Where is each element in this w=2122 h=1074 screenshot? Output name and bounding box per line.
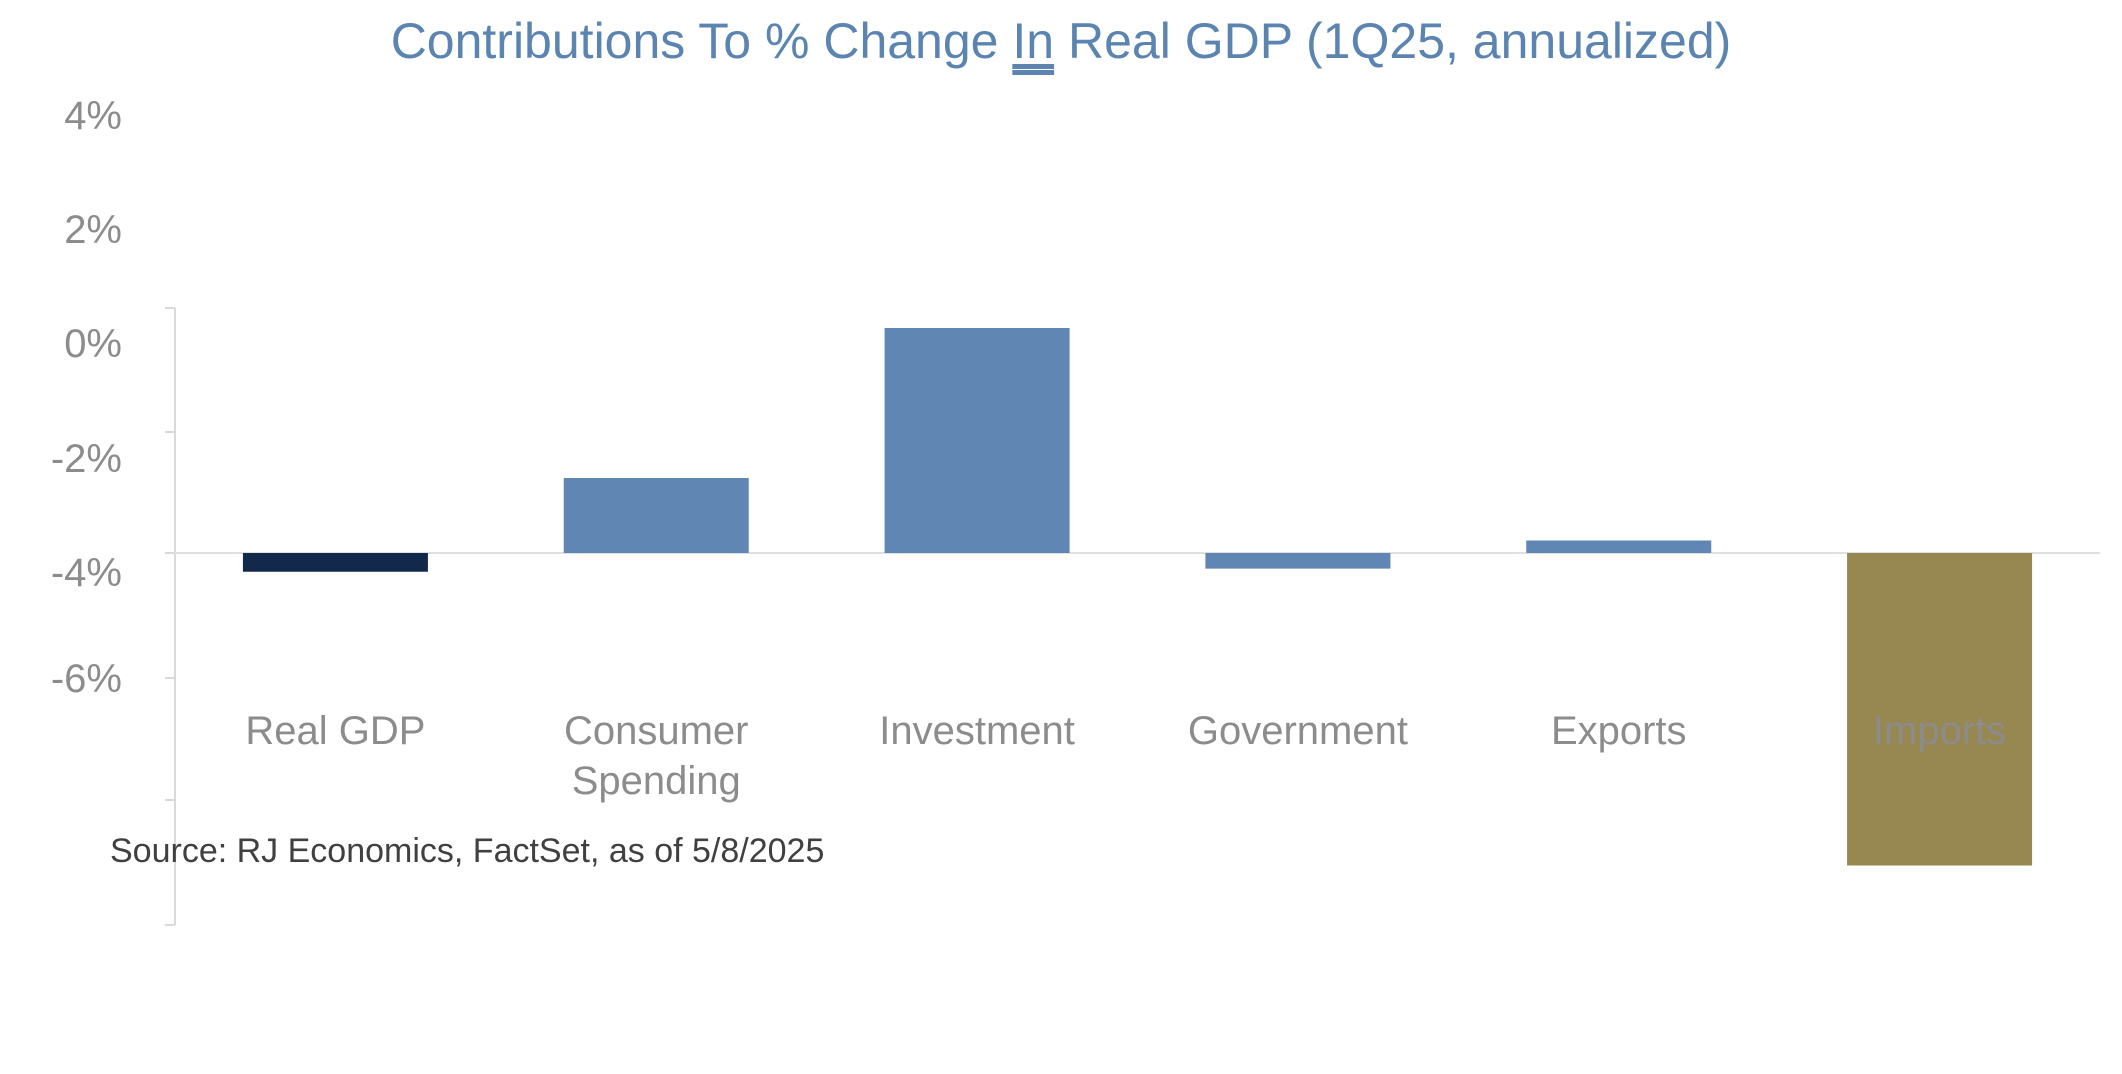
y-tick-label: -6% bbox=[51, 657, 122, 701]
axis-layer bbox=[165, 307, 2100, 926]
y-tick-label: -4% bbox=[51, 551, 122, 595]
category-label-imports: Imports bbox=[1873, 709, 2006, 753]
y-tick-label: 2% bbox=[64, 208, 122, 252]
chart-title-part-2: In bbox=[1012, 13, 1055, 69]
chart-title-part-1: Contributions To % Change bbox=[390, 13, 1013, 69]
bar-imports bbox=[1847, 553, 2033, 866]
category-label-real-gdp: Real GDP bbox=[245, 709, 425, 753]
bar-consumer-spending bbox=[563, 478, 749, 553]
y-tick-labels: 4% 2% 0% -2% -4% -6% bbox=[51, 94, 122, 701]
bar-exports bbox=[1526, 540, 1712, 553]
y-tick-label: -2% bbox=[51, 437, 122, 481]
category-label-investment: Investment bbox=[879, 709, 1075, 753]
y-tick-label: 4% bbox=[64, 94, 122, 138]
category-labels: Real GDP Consumer Spending Investment Govern… bbox=[245, 709, 2006, 803]
bars bbox=[242, 328, 2033, 866]
y-tick-label: 0% bbox=[64, 322, 122, 366]
bar-government bbox=[1205, 553, 1391, 569]
category-label-exports: Exports bbox=[1551, 709, 1687, 753]
bar-real-gdp bbox=[242, 553, 428, 572]
chart-title: Contributions To % Change In Real GDP (1… bbox=[0, 12, 2122, 70]
chart-title-part-3: Real GDP (1Q25, annualized) bbox=[1054, 13, 1732, 69]
bar-investment bbox=[884, 328, 1070, 553]
source-note: Source: RJ Economics, FactSet, as of 5/8… bbox=[110, 832, 824, 870]
category-label-government: Government bbox=[1188, 709, 1408, 753]
category-label-consumer-spending: Consumer Spending bbox=[564, 709, 749, 803]
